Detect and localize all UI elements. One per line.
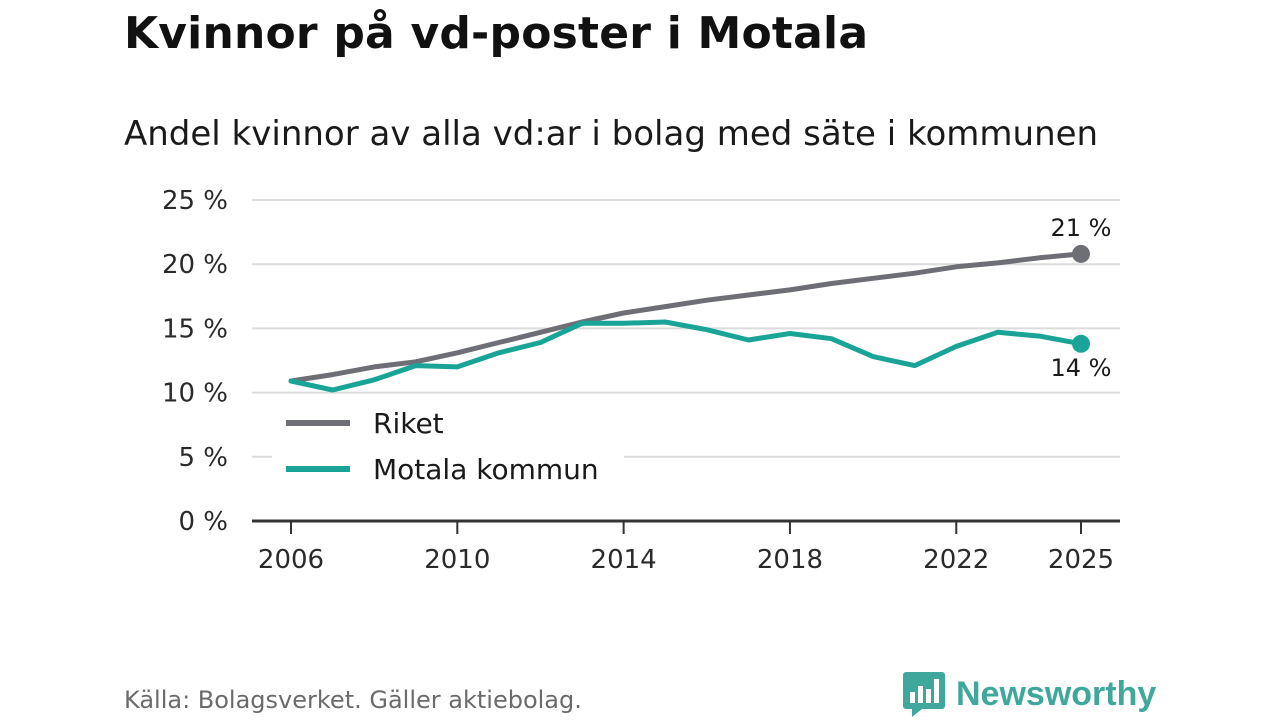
y-tick-label-5: 5 % [178, 443, 228, 473]
x-tick-label-2014: 2014 [591, 545, 657, 575]
source-note: Källa: Bolagsverket. Gäller aktiebolag. [124, 686, 582, 714]
legend-label-riket: Riket [373, 407, 444, 440]
y-tick-label-10: 10 % [162, 379, 228, 409]
chart-title: Kvinnor på vd-poster i Motala [124, 8, 869, 59]
newsworthy-logo-icon [903, 672, 945, 717]
x-tick-label-2022: 2022 [923, 545, 989, 575]
end-marker-motala [1072, 334, 1090, 353]
y-tick-label-0: 0 % [178, 507, 228, 537]
series-line-motala [288, 319, 1084, 393]
legend-background [272, 398, 624, 498]
y-tick-label-25: 25 % [162, 186, 228, 216]
end-label-riket: 21 % [1051, 214, 1112, 242]
x-tick-label-2025: 2025 [1048, 545, 1114, 575]
x-tick-label-2010: 2010 [424, 545, 490, 575]
end-label-motala: 14 % [1051, 354, 1112, 382]
chart-subtitle: Andel kvinnor av alla vd:ar i bolag med … [124, 114, 1099, 154]
end-marker-riket [1072, 244, 1090, 263]
legend-label-motala: Motala kommun [373, 453, 599, 486]
x-tick-label-2006: 2006 [258, 545, 324, 575]
y-tick-label-15: 15 % [162, 314, 228, 344]
x-tick-label-2018: 2018 [757, 545, 823, 575]
brand-name: Newsworthy [956, 674, 1157, 713]
series-line-riket [288, 251, 1084, 384]
brand-logo[interactable]: Newsworthy [902, 670, 1156, 718]
y-tick-label-20: 20 % [162, 250, 228, 280]
